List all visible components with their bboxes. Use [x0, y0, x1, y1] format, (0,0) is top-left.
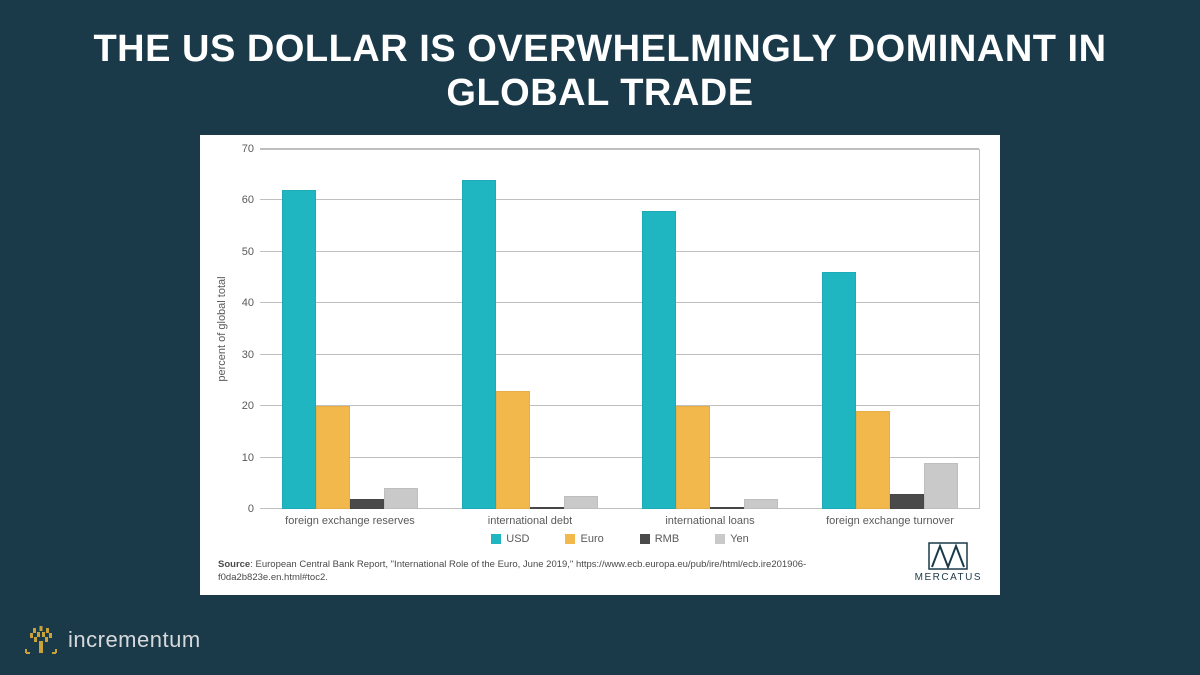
category-label: international debt — [488, 509, 572, 527]
source-text: : European Central Bank Report, "Interna… — [218, 559, 806, 583]
bar — [350, 499, 384, 509]
legend-swatch — [565, 534, 575, 544]
y-axis-title: percent of global total — [216, 276, 228, 381]
legend: USD Euro RMB Yen — [260, 533, 980, 545]
bar — [496, 391, 530, 509]
y-tick-label: 50 — [242, 246, 260, 258]
attribution-text: MERCATUS — [915, 572, 982, 583]
category-group: foreign exchange turnover — [800, 150, 980, 509]
y-tick-label: 60 — [242, 194, 260, 206]
bar — [890, 494, 924, 509]
bar — [462, 180, 496, 509]
brand-name: incrementum — [68, 627, 201, 653]
page-title: THE US DOLLAR IS OVERWHELMINGLY DOMINANT… — [0, 0, 1200, 115]
category-group: international debt — [440, 150, 620, 509]
bar — [676, 406, 710, 509]
y-tick-label: 20 — [242, 400, 260, 412]
legend-item: Euro — [565, 533, 603, 545]
chart-panel: percent of global total 010203040506070f… — [200, 135, 1000, 595]
category-group: international loans — [620, 150, 800, 509]
legend-item: Yen — [715, 533, 749, 545]
category-label: international loans — [665, 509, 754, 527]
legend-label: Yen — [730, 533, 749, 545]
y-tick-label: 10 — [242, 452, 260, 464]
bar — [384, 488, 418, 509]
legend-label: USD — [506, 533, 529, 545]
category-label: foreign exchange reserves — [285, 509, 415, 527]
y-tick-label: 0 — [248, 503, 260, 515]
source-label: Source — [218, 559, 250, 570]
legend-label: RMB — [655, 533, 679, 545]
legend-swatch — [715, 534, 725, 544]
legend-label: Euro — [580, 533, 603, 545]
grid-line — [260, 148, 979, 149]
y-tick-label: 70 — [242, 143, 260, 155]
mercatus-icon — [928, 542, 968, 570]
plot-area: 010203040506070foreign exchange reserves… — [260, 149, 980, 509]
legend-swatch — [491, 534, 501, 544]
category-group: foreign exchange reserves — [260, 150, 440, 509]
category-label: foreign exchange turnover — [826, 509, 954, 527]
attribution-logo: MERCATUS — [915, 542, 982, 583]
bar — [822, 272, 856, 509]
legend-item: USD — [491, 533, 529, 545]
legend-item: RMB — [640, 533, 679, 545]
source-citation: Source: European Central Bank Report, "I… — [218, 559, 838, 585]
legend-swatch — [640, 534, 650, 544]
incrementum-icon — [24, 623, 58, 657]
y-tick-label: 30 — [242, 349, 260, 361]
bar — [642, 211, 676, 509]
bar — [316, 406, 350, 509]
bar — [282, 190, 316, 509]
y-tick-label: 40 — [242, 297, 260, 309]
bar — [924, 463, 958, 509]
bar — [744, 499, 778, 509]
bar — [856, 411, 890, 509]
footer-brand: incrementum — [24, 623, 201, 657]
bar — [564, 496, 598, 509]
